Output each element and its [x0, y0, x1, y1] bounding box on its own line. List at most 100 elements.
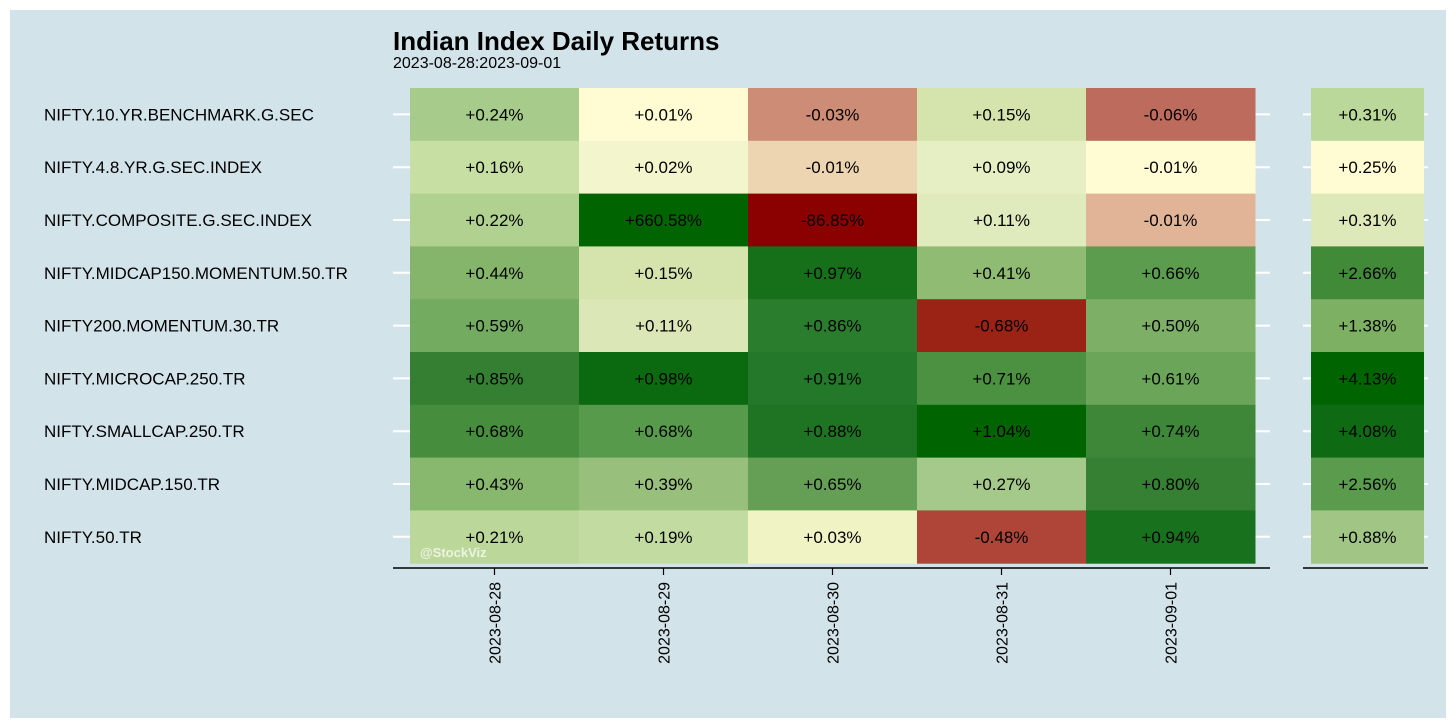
- heatmap-cell: [917, 140, 1087, 195]
- heatmap-cell: [579, 404, 749, 459]
- cell-value-label: -0.06%: [1144, 105, 1198, 124]
- heatmap-cell: [1086, 457, 1256, 511]
- heatmap-cell: [579, 193, 749, 247]
- cell-value-label: +0.68%: [634, 422, 692, 441]
- cell-value-label: +0.88%: [803, 422, 861, 441]
- heatmap-cell: [917, 299, 1087, 353]
- total-value-label: +0.88%: [1338, 528, 1396, 547]
- cell-value-label: +0.16%: [465, 158, 523, 177]
- chart-title: Indian Index Daily Returns: [393, 26, 720, 56]
- cell-value-label: +0.19%: [634, 528, 692, 547]
- total-cell: [1311, 140, 1424, 195]
- cell-value-label: +0.24%: [465, 105, 523, 124]
- heatmap-cell: [579, 88, 749, 142]
- cell-value-label: +0.11%: [635, 317, 692, 336]
- cell-value-label: +0.15%: [972, 105, 1030, 124]
- total-value-label: +0.31%: [1338, 211, 1396, 230]
- cell-value-label: +0.41%: [972, 264, 1030, 283]
- cell-value-label: +0.44%: [465, 264, 523, 283]
- total-value-label: +0.31%: [1338, 105, 1396, 124]
- cell-value-label: +1.04%: [972, 422, 1030, 441]
- heatmap-cell: [410, 404, 580, 459]
- heatmap-cell: [748, 510, 918, 564]
- cell-value-label: +0.39%: [634, 475, 692, 494]
- row-label: NIFTY.10.YR.BENCHMARK.G.SEC: [44, 105, 314, 124]
- heatmap-cell: [748, 352, 918, 406]
- total-value-label: +4.13%: [1338, 369, 1396, 388]
- heatmap-cell: [410, 88, 580, 142]
- row-labels: NIFTY.10.YR.BENCHMARK.G.SEC NIFTY.4.8.YR.…: [44, 105, 348, 546]
- cell-value-label: -86.85%: [801, 211, 864, 230]
- total-value-label: +2.66%: [1338, 264, 1396, 283]
- heatmap-cell: [1086, 88, 1256, 142]
- cell-value-label: +0.50%: [1141, 317, 1199, 336]
- heatmap-cell: [410, 457, 580, 511]
- x-axis: 2023-08-28 2023-08-29 2023-08-30 2023-08-31…: [393, 567, 1428, 664]
- total-cell: [1311, 246, 1424, 300]
- cell-value-label: +0.61%: [1141, 369, 1199, 388]
- heatmap-cell: [748, 457, 918, 511]
- heatmap-cell: [1086, 404, 1256, 459]
- heatmap-cells: +0.24% +0.01% -0.03% +0.15% -0.06% +0.16% +0.0…: [410, 88, 1256, 564]
- heatmap-cell: [410, 510, 580, 564]
- heatmap-cell: [917, 246, 1087, 300]
- x-tick-label: 2023-09-01: [1164, 582, 1181, 664]
- heatmap-cell: [579, 140, 749, 195]
- cell-value-label: +0.74%: [1141, 422, 1199, 441]
- total-cell: [1311, 299, 1424, 353]
- heatmap-cell: [917, 510, 1087, 564]
- heatmap-cell: [917, 352, 1087, 406]
- cell-value-label: +0.27%: [972, 475, 1030, 494]
- heatmap-cell: [1086, 246, 1256, 300]
- heatmap-cell: [748, 88, 918, 142]
- cell-value-label: +0.65%: [803, 475, 861, 494]
- cell-value-label: -0.01%: [806, 158, 860, 177]
- cell-value-label: +0.43%: [465, 475, 523, 494]
- cell-value-label: +0.94%: [1141, 528, 1199, 547]
- heatmap-cell: [1086, 140, 1256, 195]
- cell-value-label: -0.48%: [975, 528, 1029, 547]
- cell-value-label: -0.03%: [806, 105, 860, 124]
- total-value-label: +0.25%: [1338, 158, 1396, 177]
- heatmap-cell: [579, 510, 749, 564]
- cell-value-label: +0.98%: [634, 369, 692, 388]
- heatmap-cell: [410, 352, 580, 406]
- total-cell: [1311, 404, 1424, 459]
- heatmap-cell: [917, 404, 1087, 459]
- total-value-label: +1.38%: [1338, 317, 1396, 336]
- cell-value-label: +0.22%: [465, 211, 523, 230]
- cell-value-label: +0.97%: [803, 264, 861, 283]
- total-cell: [1311, 88, 1424, 142]
- total-cell: [1311, 352, 1424, 406]
- cell-value-label: +0.91%: [803, 369, 861, 388]
- row-label: NIFTY.MIDCAP150.MOMENTUM.50.TR: [44, 264, 348, 283]
- cell-value-label: +0.21%: [465, 528, 523, 547]
- x-tick-label: 2023-08-28: [488, 582, 505, 664]
- heatmap-cell: [748, 193, 918, 247]
- cell-value-label: +0.11%: [973, 211, 1030, 230]
- x-tick-label: 2023-08-29: [657, 582, 674, 664]
- heatmap-cell: [917, 457, 1087, 511]
- cell-value-label: +0.03%: [803, 528, 861, 547]
- cell-value-label: +0.02%: [634, 158, 692, 177]
- heatmap-cell: [579, 352, 749, 406]
- heatmap-cell: [1086, 352, 1256, 406]
- heatmap-cell: [1086, 299, 1256, 353]
- row-label: NIFTY.50.TR: [44, 528, 142, 547]
- heatmap-cell: [410, 246, 580, 300]
- row-label: NIFTY.4.8.YR.G.SEC.INDEX: [44, 158, 262, 177]
- total-value-label: +2.56%: [1338, 475, 1396, 494]
- row-label: NIFTY.COMPOSITE.G.SEC.INDEX: [44, 211, 312, 230]
- x-tick-label: 2023-08-31: [995, 582, 1012, 664]
- heatmap-cell: [748, 404, 918, 459]
- cell-value-label: -0.01%: [1144, 211, 1198, 230]
- cell-value-label: +0.86%: [803, 317, 861, 336]
- row-label: NIFTY200.MOMENTUM.30.TR: [44, 317, 279, 336]
- total-cell: [1311, 457, 1424, 511]
- heatmap-cell: [748, 140, 918, 195]
- row-label: NIFTY.MIDCAP.150.TR: [44, 475, 220, 494]
- row-label: NIFTY.SMALLCAP.250.TR: [44, 422, 245, 441]
- heatmap-cell: [579, 457, 749, 511]
- cell-value-label: +0.09%: [972, 158, 1030, 177]
